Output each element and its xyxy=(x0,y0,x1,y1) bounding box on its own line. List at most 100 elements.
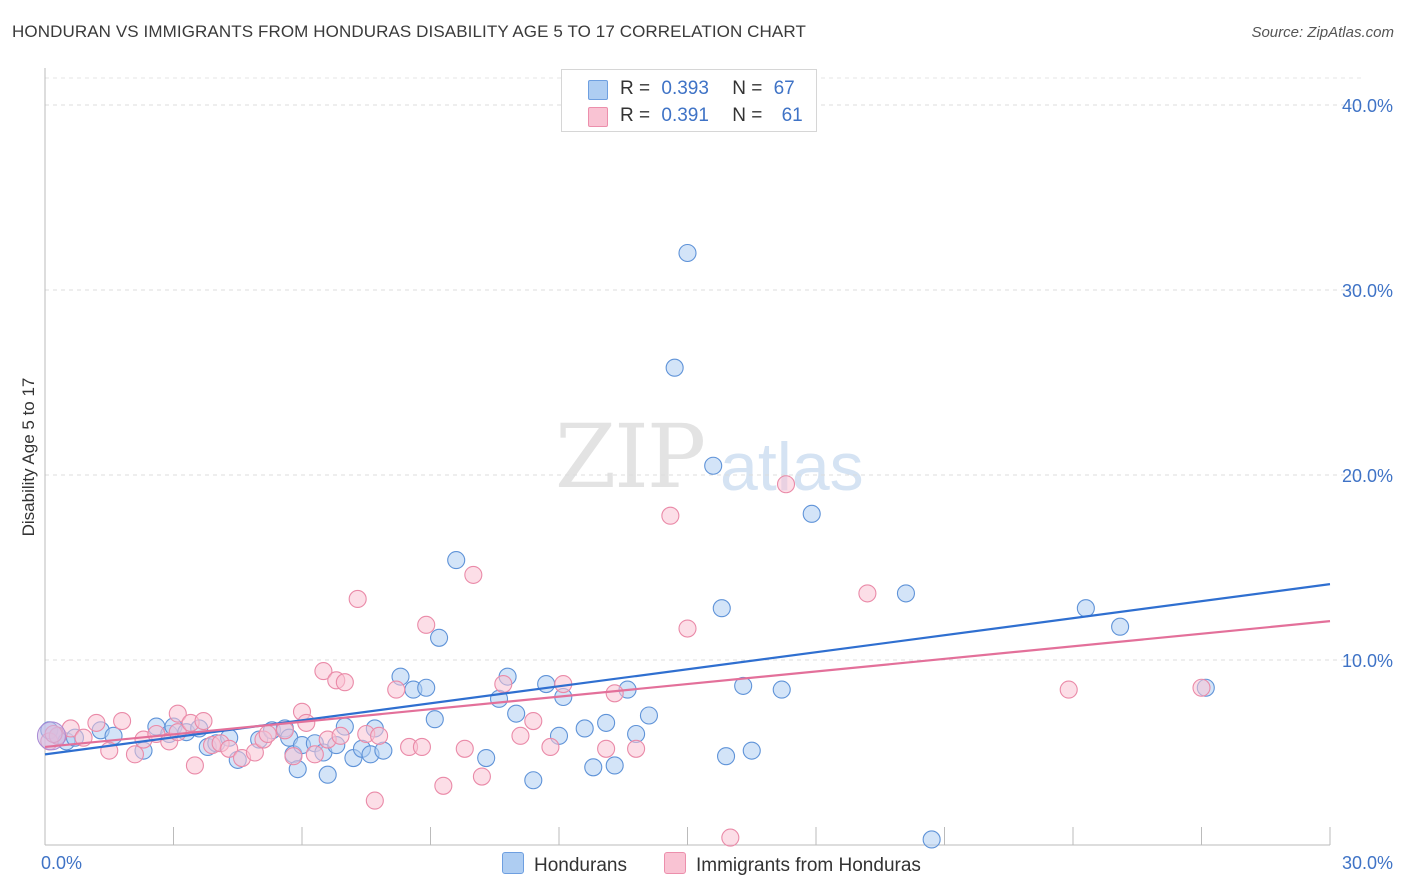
trend-lines xyxy=(44,583,1331,756)
immigrant-point xyxy=(370,726,389,745)
honduran-point xyxy=(575,719,594,738)
legend-r-value: 0.393 xyxy=(661,78,709,99)
immigrant-point xyxy=(245,743,264,762)
y-tick-label: 30.0% xyxy=(1342,281,1393,301)
legend-swatch-immigrants xyxy=(588,107,608,127)
tick-labels: 10.0% 20.0% 30.0% 40.0% 0.0% 30.0% Disability … xyxy=(19,96,1393,873)
immigrant-point xyxy=(335,673,354,692)
honduran-point xyxy=(712,599,731,618)
honduran-point xyxy=(716,747,736,766)
honduran-point xyxy=(430,628,449,647)
immigrant-point xyxy=(541,737,560,757)
immigrant-point xyxy=(305,745,324,764)
y-tick-label: 40.0% xyxy=(1342,96,1393,116)
bottom-legend-immigrants: Immigrants from Honduras xyxy=(664,852,921,877)
honduran-point xyxy=(896,584,916,603)
honduran-point xyxy=(477,748,496,768)
immigrant-trend-line xyxy=(44,620,1331,749)
honduran-point xyxy=(772,680,791,699)
immigrant-point xyxy=(678,619,697,638)
y-tick-label: 10.0% xyxy=(1342,651,1393,671)
immigrant-point xyxy=(87,713,106,732)
legend-n-value: 61 xyxy=(781,105,803,126)
honduran-point xyxy=(318,765,337,784)
legend-swatch-hondurans xyxy=(588,80,608,100)
immigrant-point xyxy=(387,680,406,699)
legend-n-value: 67 xyxy=(773,78,795,99)
honduran-point xyxy=(447,551,466,570)
immigrant-point xyxy=(125,745,144,764)
legend-r-label: R = xyxy=(620,105,651,126)
immigrant-point xyxy=(605,684,624,703)
honduran-point xyxy=(922,830,941,849)
x-tick-label: 0.0% xyxy=(41,853,82,873)
immigrant-point xyxy=(220,739,239,758)
immigrant-point xyxy=(627,739,646,758)
bottom-swatch-immigrants xyxy=(664,852,686,874)
honduran-point xyxy=(802,504,821,523)
immigrant-point xyxy=(776,475,796,494)
immigrant-point xyxy=(1192,678,1211,697)
honduran-point xyxy=(584,758,603,777)
immigrant-point xyxy=(194,711,213,731)
legend-r-label: R = xyxy=(620,78,651,99)
watermark-atlas: atlas xyxy=(720,429,864,505)
immigrant-point xyxy=(314,662,333,681)
chart-title: HONDURAN VS IMMIGRANTS FROM HONDURAS DIS… xyxy=(12,22,806,41)
legend-r-value: 0.391 xyxy=(661,105,709,126)
immigrant-point xyxy=(858,584,877,603)
watermark-zip: ZIP xyxy=(555,405,706,508)
immigrant-point xyxy=(113,711,132,731)
honduran-point xyxy=(507,704,526,723)
axes xyxy=(44,68,1331,846)
immigrant-point xyxy=(417,615,436,634)
honduran-point xyxy=(524,771,543,790)
bottom-legend-hondurans: Hondurans xyxy=(502,852,627,877)
honduran-point xyxy=(425,710,444,729)
honduran-point xyxy=(417,678,436,697)
honduran-point xyxy=(1076,599,1095,618)
immigrant-point xyxy=(1059,680,1078,699)
chart-source: Source: ZipAtlas.com xyxy=(1251,24,1394,41)
immigrant-point xyxy=(661,506,680,525)
bottom-swatch-hondurans xyxy=(502,852,524,874)
honduran-point xyxy=(1111,617,1130,636)
immigrant-point xyxy=(455,739,474,758)
legend-n-label: N = xyxy=(732,78,763,99)
bottom-legend-hondurans-label: Hondurans xyxy=(534,855,627,876)
honduran-point xyxy=(734,676,753,695)
honduran-point xyxy=(742,741,761,760)
immigrant-point xyxy=(258,724,277,744)
immigrant-point xyxy=(185,756,204,775)
honduran-point xyxy=(639,706,659,725)
immigrant-point xyxy=(524,711,543,731)
immigrant-point xyxy=(284,747,303,766)
honduran-point xyxy=(605,756,624,775)
immigrant-point xyxy=(412,737,431,757)
immigrant-point xyxy=(472,767,491,786)
y-axis-label: Disability Age 5 to 17 xyxy=(19,378,38,537)
immigrant-point xyxy=(464,565,483,584)
origin-cluster-point xyxy=(36,721,66,751)
immigrant-point xyxy=(168,704,187,723)
immigrant-point xyxy=(434,776,453,795)
honduran-point xyxy=(665,358,684,377)
immigrant-point xyxy=(721,828,740,847)
legend-n-label: N = xyxy=(732,105,763,126)
grid-lines xyxy=(45,77,1365,661)
immigrant-point xyxy=(597,739,616,758)
y-tick-label: 20.0% xyxy=(1342,466,1393,486)
data-points xyxy=(36,243,1215,849)
immigrant-point xyxy=(331,726,350,745)
honduran-point xyxy=(678,243,697,263)
honduran-point xyxy=(704,456,723,475)
immigrant-point xyxy=(365,791,384,810)
immigrant-point xyxy=(494,674,513,694)
immigrant-point xyxy=(511,726,530,745)
x-tick-label: 30.0% xyxy=(1342,853,1393,873)
immigrant-point xyxy=(348,589,367,609)
bottom-legend-immigrants-label: Immigrants from Honduras xyxy=(696,855,921,876)
honduran-point xyxy=(537,674,556,694)
honduran-point xyxy=(597,713,616,732)
